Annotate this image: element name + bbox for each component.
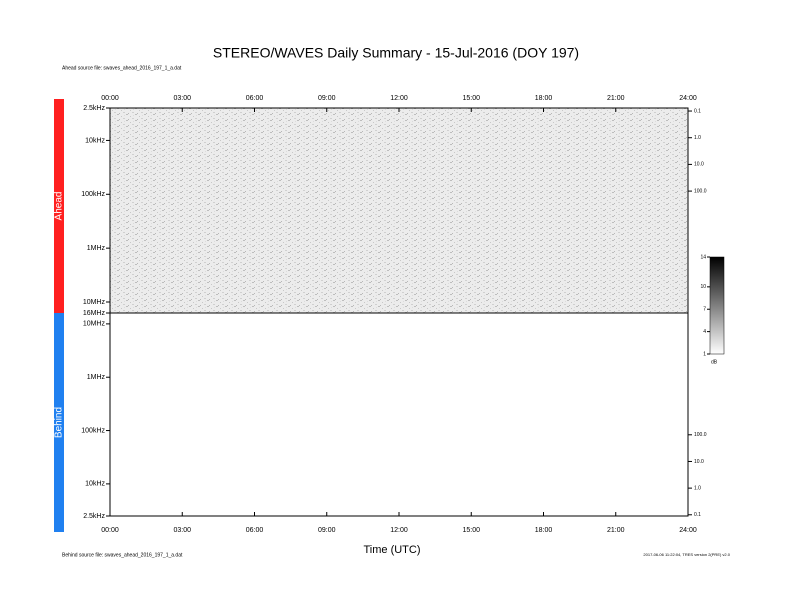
x-axis-label: Time (UTC)	[363, 544, 420, 556]
y2-tick-label: 0.1	[694, 108, 701, 114]
x-tick-label: 09:00	[318, 527, 336, 534]
colorbar-tick-label: 14	[700, 254, 706, 260]
y-tick-label: 100kHz	[81, 191, 105, 198]
x-tick-label: 06:00	[246, 527, 264, 534]
x-tick-label: 24:00	[679, 527, 697, 534]
y-tick-label: 2.5kHz	[83, 105, 105, 112]
x-tick-label: 18:00	[535, 527, 553, 534]
y-tick-label: 1MHz	[87, 245, 106, 252]
y-tick-label: 10MHz	[83, 321, 106, 328]
y-tick-label: 10kHz	[85, 481, 105, 488]
y2-tick-label: 10.0	[694, 162, 704, 168]
side-bar	[54, 99, 64, 313]
spectrogram-texture	[110, 108, 688, 313]
side-bar	[54, 313, 64, 532]
x-tick-label: 12:00	[390, 527, 408, 534]
x-tick-label: 06:00	[246, 95, 264, 102]
y2-tick-label: 10.0	[694, 459, 704, 465]
chart-title: STEREO/WAVES Daily Summary - 15-Jul-2016…	[213, 45, 579, 61]
x-tick-label: 15:00	[462, 527, 480, 534]
x-tick-label: 21:00	[607, 527, 625, 534]
y2-tick-label: 1.0	[694, 135, 701, 141]
source-note: Ahead source file: swaves_ahead_2016_197…	[62, 65, 182, 71]
y2-tick-label: 1.0	[694, 485, 701, 491]
colorbar-tick-label: 7	[703, 307, 706, 313]
x-tick-label: 15:00	[462, 95, 480, 102]
version-note: 2017-06-06 11:22:04, TRES version 2(PRE)…	[643, 552, 730, 557]
y-tick-label: 10kHz	[85, 137, 105, 144]
y-tick-label: 10MHz	[83, 299, 106, 306]
side-label: Behind	[54, 407, 65, 438]
colorbar-tick-label: 10	[700, 284, 706, 290]
colorbar-label: dB	[711, 359, 718, 365]
panel-frame	[109, 312, 689, 517]
y-tick-label: 1MHz	[87, 374, 106, 381]
y-tick-label: 2.5kHz	[83, 513, 105, 520]
x-tick-label: 12:00	[390, 95, 408, 102]
y2-tick-label: 0.1	[694, 512, 701, 518]
colorbar-tick-label: 4	[703, 329, 706, 335]
x-tick-label: 21:00	[607, 95, 625, 102]
x-tick-label: 09:00	[318, 95, 336, 102]
x-tick-label: 18:00	[535, 95, 553, 102]
x-tick-label: 24:00	[679, 95, 697, 102]
colorbar	[709, 256, 725, 355]
x-tick-label: 03:00	[173, 527, 191, 534]
y-tick-label: 100kHz	[81, 427, 105, 434]
x-tick-label: 00:00	[101, 527, 119, 534]
x-tick-label: 00:00	[101, 95, 119, 102]
side-label: Ahead	[54, 192, 65, 221]
x-tick-label: 03:00	[173, 95, 191, 102]
colorbar-tick-label: 1	[703, 351, 706, 357]
y-tick-label: 16MHz	[83, 310, 106, 317]
y2-tick-label: 100.0	[694, 188, 707, 194]
y2-tick-label: 100.0	[694, 432, 707, 438]
source-note: Behind source file: swaves_ahead_2016_19…	[62, 552, 183, 558]
